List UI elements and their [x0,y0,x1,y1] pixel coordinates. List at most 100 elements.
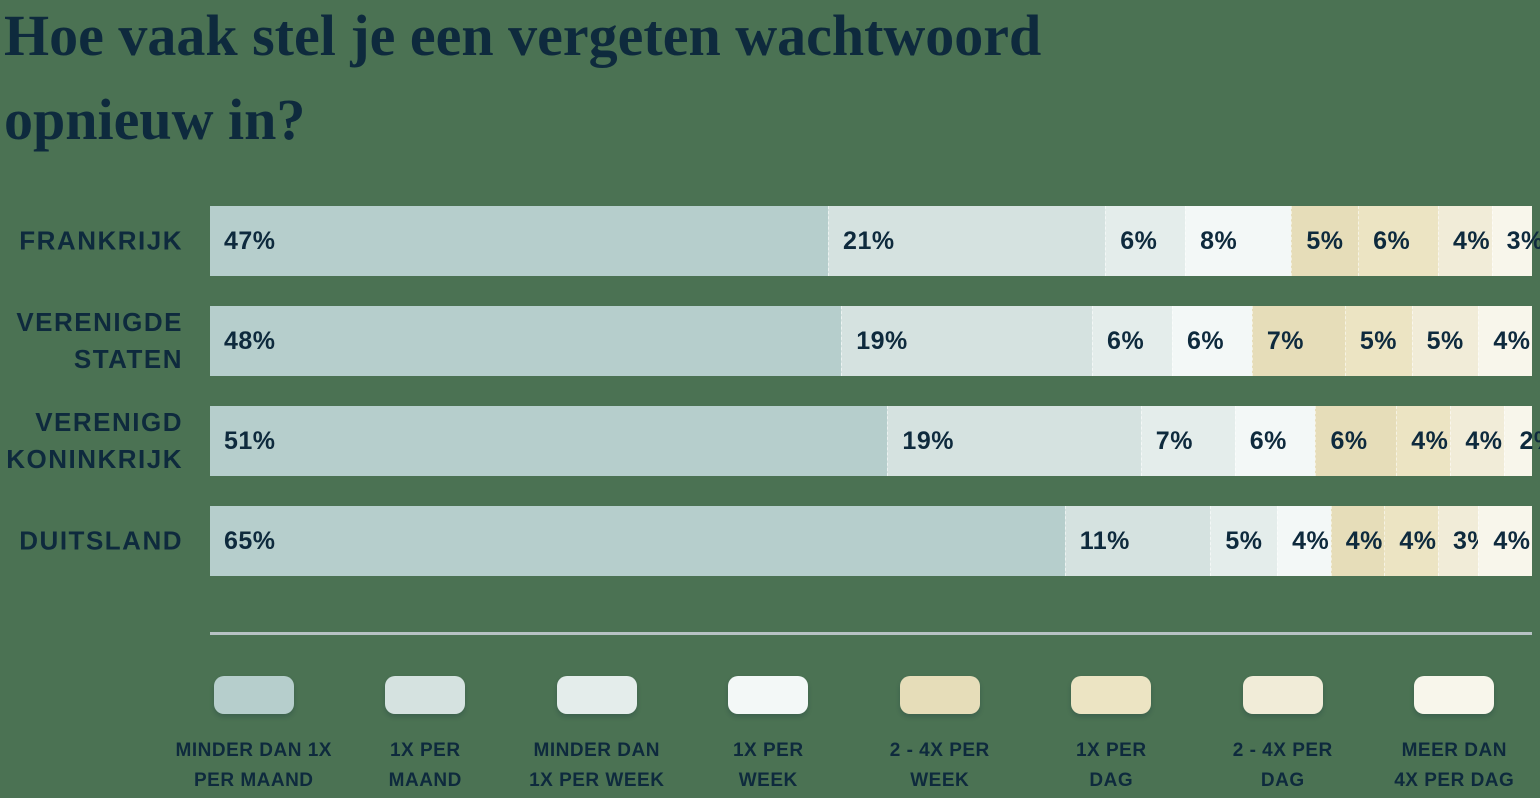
legend-item: 2 - 4X PER WEEK [854,676,1026,796]
stacked-bar: 47% 21% 6% 8% 5% 6% 4% 3% [210,206,1540,276]
segment-value: 4% [1465,426,1503,455]
bar-segment: 4% [1450,406,1505,476]
legend-item: 1X PER DAG [1026,676,1198,796]
bar-segment: 4% [1478,506,1532,576]
bar-segment: 21% [828,206,1106,276]
bar-segment: 4% [1396,406,1451,476]
bar-segment: 7% [1140,406,1235,476]
chart-row: DUITSLAND 65% 11% 5% 4% 4% 4% 3% 4% [0,506,1540,576]
bar-segment: 51% [210,406,888,476]
bar-segment: 48% [210,306,842,376]
bar-segment: 3% [1437,506,1490,576]
segment-value: 4% [1411,426,1449,455]
legend-swatch [213,676,294,714]
segment-value: 5% [1359,326,1398,355]
bar-segment: 4% [1277,506,1331,576]
bar-segment: 47% [210,206,829,276]
legend-label: MEER DAN 4X PER DAG [1394,740,1515,791]
bar-segment: 5% [1344,306,1412,376]
page-title-line-1: Hoe vaak stel je een vergeten wachtwoord [4,3,1042,68]
legend-swatch [728,676,809,714]
legend-swatch [1242,676,1323,714]
segment-value: 4% [1345,526,1383,555]
segment-value: 4% [1292,526,1330,555]
segment-value: 7% [1266,326,1304,355]
segment-value: 8% [1200,226,1238,255]
stacked-bar: 48% 19% 6% 6% 7% 5% 5% 4% [210,306,1532,376]
legend-swatch [1414,676,1495,714]
bar-segment: 4% [1478,306,1532,376]
segment-value: 5% [1426,326,1464,355]
bar-segment: 8% [1185,206,1292,276]
legend-label: 2 - 4X PER WEEK [889,740,990,791]
bar-segment: 4% [1437,206,1492,276]
legend-item: 1X PER WEEK [683,676,855,796]
legend-item: 2 - 4X PER DAG [1197,676,1369,796]
legend-item: MINDER DAN 1X PER MAAND [168,676,340,796]
bar-segment: 4% [1384,506,1438,576]
bar-segment: 6% [1171,306,1252,376]
bar-segment: 65% [210,506,1065,576]
legend-item: MEER DAN 4X PER DAG [1369,676,1540,796]
stacked-bar: 51% 19% 7% 6% 6% 4% 4% 2% [210,406,1540,476]
chart-row: FRANKRIJK 47% 21% 6% 8% 5% 6% 4% 3% [0,206,1540,276]
legend-label: 1X PER DAG [1075,740,1147,791]
legend-label: MINDER DAN 1X PER MAAND [175,740,332,791]
bar-segment: 11% [1064,506,1211,576]
segment-value: 19% [856,326,908,355]
legend-label: MINDER DAN 1X PER WEEK [529,740,665,791]
segment-value: 6% [1249,426,1287,455]
segment-value: 51% [224,426,276,455]
segment-value: 4% [1493,326,1531,355]
segment-value: 4% [1399,526,1437,555]
segment-value: 5% [1225,526,1263,555]
segment-value: 6% [1120,226,1158,255]
country-label: VERENIGDE STATEN [16,307,183,374]
bar-segment: 5% [1291,206,1359,276]
segment-value: 6% [1186,326,1225,355]
bar-segment: 6% [1315,406,1397,476]
legend-swatch [385,676,466,714]
bar-segment: 6% [1105,206,1186,276]
segment-value: 6% [1107,326,1145,355]
page-title-line-2: opnieuw in? [4,87,306,152]
bar-segment: 6% [1358,206,1438,276]
segment-value: 2% [1519,426,1540,455]
bar-segment: 2% [1504,406,1540,476]
segment-value: 5% [1306,226,1344,255]
legend-item: MINDER DAN 1X PER WEEK [511,676,683,796]
segment-value: 3% [1506,226,1540,255]
segment-value: 47% [224,226,276,255]
segment-value: 7% [1155,426,1193,455]
bar-segment: 6% [1092,306,1172,376]
country-label: DUITSLAND [19,525,183,556]
segment-value: 6% [1373,226,1411,255]
segment-value: 4% [1452,226,1491,255]
chart-legend: MINDER DAN 1X PER MAAND 1X PER MAAND MINDER … [168,676,1540,796]
bar-segment: 5% [1210,506,1278,576]
segment-value: 21% [843,226,895,255]
bar-segment: 19% [841,306,1093,376]
bar-segment: 7% [1251,306,1345,376]
bar-segment: 4% [1330,506,1385,576]
bar-segment: 19% [887,406,1141,476]
legend-label: 1X PER MAAND [388,740,462,791]
legend-swatch [1071,676,1152,714]
legend-divider [210,632,1532,635]
segment-value: 65% [224,526,276,555]
legend-swatch [899,676,980,714]
legend-label: 2 - 4X PER DAG [1232,740,1333,791]
bar-segment: 3% [1491,206,1540,276]
bar-segment: 5% [1411,306,1479,376]
legend-label: 1X PER WEEK [732,740,804,791]
page-title: Hoe vaak stel je een vergeten wachtwoord… [4,0,1041,162]
bar-segment: 6% [1234,406,1316,476]
segment-value: 11% [1079,526,1130,555]
country-label: VERENIGD KONINKRIJK [6,407,183,474]
chart-row: VERENIGDE STATEN 48% 19% 6% 6% 7% 5% 5% 4% [0,306,1540,376]
segment-value: 4% [1493,526,1531,555]
segment-value: 19% [902,426,954,455]
legend-swatch [556,676,637,714]
